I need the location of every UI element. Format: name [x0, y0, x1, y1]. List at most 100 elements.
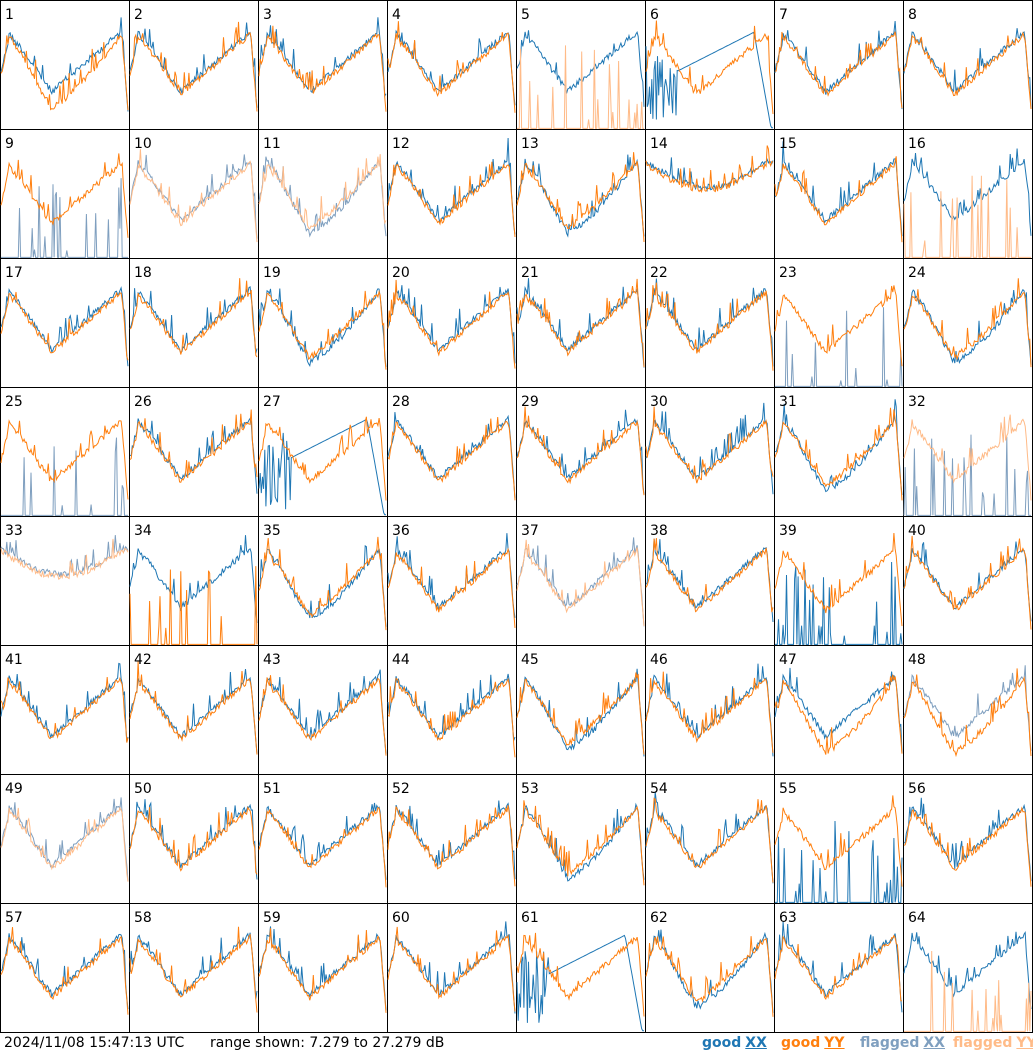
panel-label: 17	[5, 265, 23, 281]
panel-label: 14	[650, 136, 668, 152]
panel-label: 18	[134, 265, 152, 281]
panel-12: 12	[387, 129, 517, 259]
panel-48: 48	[903, 645, 1033, 775]
series-yy	[387, 677, 516, 758]
panel-21: 21	[516, 258, 646, 388]
panel-22: 22	[645, 258, 775, 388]
series-xx	[129, 535, 258, 624]
series-xx	[645, 663, 774, 757]
panel-5: 5	[516, 0, 646, 130]
panel-49: 49	[0, 774, 130, 904]
panel-31: 31	[774, 387, 904, 517]
series-xx	[1, 178, 128, 258]
panel-label: 12	[392, 136, 410, 152]
panel-label: 19	[263, 265, 281, 281]
panel-frame	[774, 258, 904, 388]
series-yy	[129, 149, 258, 243]
series-xx	[645, 538, 774, 623]
panel-label: 40	[908, 523, 926, 539]
panel-46: 46	[645, 645, 775, 775]
panel-label: 56	[908, 781, 926, 797]
panel-frame	[516, 903, 646, 1033]
panel-11: 11	[258, 129, 388, 259]
panel-26: 26	[129, 387, 259, 517]
panel-frame	[516, 516, 646, 646]
panel-61: 61	[516, 903, 646, 1033]
panel-frame	[129, 258, 259, 388]
panel-label: 32	[908, 394, 926, 410]
series-xx	[258, 669, 387, 754]
series-yy	[517, 45, 644, 129]
panel-frame	[645, 645, 775, 775]
series-yy	[516, 406, 645, 496]
panel-frame	[903, 387, 1033, 517]
panel-label: 24	[908, 265, 926, 281]
panel-label: 43	[263, 652, 281, 668]
series-yy	[903, 278, 1032, 368]
series-xx	[387, 285, 516, 364]
panel-label: 42	[134, 652, 152, 668]
panel-47: 47	[774, 645, 904, 775]
panel-label: 34	[134, 523, 152, 539]
series-yy	[129, 409, 258, 483]
panel-label: 2	[134, 7, 143, 23]
series-yy	[129, 21, 258, 112]
series-xx	[0, 797, 129, 882]
series-yy	[516, 932, 645, 1017]
series-yy	[0, 538, 129, 580]
panel-3: 3	[258, 0, 388, 130]
series-yy	[774, 532, 903, 627]
series-xx	[903, 665, 1032, 752]
panel-label: 8	[908, 7, 917, 23]
series-yy	[516, 539, 645, 627]
panel-frame	[0, 0, 130, 130]
series-xx	[129, 154, 258, 239]
series-yy	[0, 927, 129, 1015]
panel-frame	[645, 903, 775, 1033]
series-xx	[129, 668, 258, 754]
series-yy	[129, 278, 258, 358]
series-xx	[258, 544, 387, 627]
series-yy	[516, 152, 645, 243]
series-xx	[1, 437, 128, 516]
panel-1: 1	[0, 0, 130, 130]
series-yy	[903, 806, 1032, 887]
panel-label: 22	[650, 265, 668, 281]
panel-label: 46	[650, 652, 668, 668]
panel-frame	[516, 645, 646, 775]
panel-label: 39	[779, 523, 797, 539]
panel-33: 33	[0, 516, 130, 646]
series-yy	[774, 934, 903, 1002]
panel-44: 44	[387, 645, 517, 775]
panel-42: 42	[129, 645, 259, 775]
series-yy	[516, 278, 645, 368]
series-xx	[645, 31, 773, 129]
series-yy	[0, 806, 129, 882]
panel-label: 5	[521, 7, 530, 23]
series-yy	[774, 407, 903, 501]
panel-59: 59	[258, 903, 388, 1033]
panel-62: 62	[645, 903, 775, 1033]
series-yy	[0, 35, 129, 111]
panel-label: 57	[5, 910, 23, 926]
panel-label: 15	[779, 136, 797, 152]
panel-frame	[258, 0, 388, 130]
series-yy	[0, 291, 129, 361]
panel-16: 16	[903, 129, 1033, 259]
panel-55: 55	[774, 774, 904, 904]
panel-19: 19	[258, 258, 388, 388]
panel-label: 53	[521, 781, 539, 797]
panel-24: 24	[903, 258, 1033, 388]
panel-52: 52	[387, 774, 517, 904]
series-xx	[903, 288, 1032, 366]
panel-37: 37	[516, 516, 646, 646]
series-yy	[774, 285, 903, 367]
series-xx	[387, 921, 516, 1014]
panel-frame	[645, 258, 775, 388]
series-yy	[0, 676, 129, 743]
panel-34: 34	[129, 516, 259, 646]
panel-label: 20	[392, 265, 410, 281]
panel-35: 35	[258, 516, 388, 646]
panel-28: 28	[387, 387, 517, 517]
panel-label: 16	[908, 136, 926, 152]
